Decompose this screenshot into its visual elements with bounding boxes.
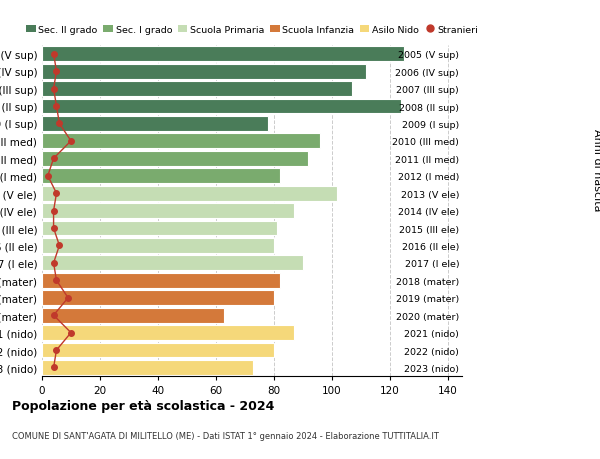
Point: [49, 260, 58, 267]
Point: [52, 277, 61, 285]
Point: [49, 312, 58, 319]
Point: [49, 207, 58, 215]
Point: [52, 103, 61, 111]
Bar: [42, 204, 294, 218]
Bar: [42, 239, 274, 253]
Bar: [42, 325, 294, 340]
Point: [66, 138, 76, 145]
Bar: [42, 256, 302, 271]
Bar: [42, 186, 337, 201]
Bar: [42, 169, 280, 184]
Bar: [42, 221, 277, 236]
Point: [55, 121, 64, 128]
Text: COMUNE DI SANT'AGATA DI MILITELLO (ME) - Dati ISTAT 1° gennaio 2024 - Elaborazio: COMUNE DI SANT'AGATA DI MILITELLO (ME) -…: [12, 431, 439, 441]
Text: Popolazione per età scolastica - 2024: Popolazione per età scolastica - 2024: [12, 399, 274, 412]
Point: [49, 155, 58, 162]
Point: [52, 190, 61, 197]
Point: [49, 225, 58, 232]
Bar: [42, 65, 367, 79]
Bar: [42, 343, 274, 358]
Point: [52, 68, 61, 76]
Bar: [42, 82, 352, 97]
Bar: [42, 360, 253, 375]
Bar: [42, 273, 280, 288]
Bar: [42, 291, 274, 306]
Point: [49, 86, 58, 93]
Legend: Sec. II grado, Sec. I grado, Scuola Primaria, Scuola Infanzia, Asilo Nido, Stran: Sec. II grado, Sec. I grado, Scuola Prim…: [26, 26, 478, 34]
Point: [49, 364, 58, 371]
Bar: [42, 308, 224, 323]
Text: Anni di nascita: Anni di nascita: [592, 129, 600, 211]
Point: [49, 51, 58, 58]
Point: [63, 294, 73, 302]
Point: [52, 347, 61, 354]
Point: [66, 329, 76, 336]
Bar: [42, 100, 401, 114]
Bar: [42, 47, 404, 62]
Point: [55, 242, 64, 250]
Bar: [42, 134, 320, 149]
Bar: [42, 117, 268, 132]
Bar: [42, 151, 308, 166]
Point: [43, 173, 53, 180]
